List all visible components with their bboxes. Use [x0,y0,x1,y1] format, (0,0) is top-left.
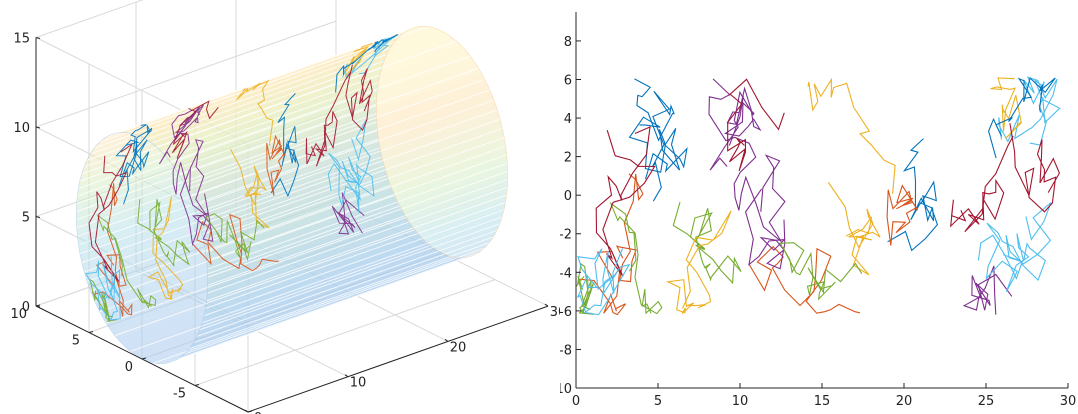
series-line-3d [270,93,300,198]
series-line [748,245,861,314]
series-line [609,201,663,315]
series-line [886,184,919,246]
series-line [727,78,785,172]
series-line-3d [236,79,274,146]
series-line-3d [89,278,118,323]
series-line-3d [171,100,219,159]
series-line [672,201,742,285]
series-line [988,77,1056,159]
x-axis-line [247,305,549,413]
z-tick-label: 0 [22,300,30,315]
y-tick-label: 8 [564,35,572,50]
series-line [615,173,644,283]
x-tick-label: 15 [814,394,831,409]
y-tick-mark [194,384,200,386]
x-tick-mark [444,338,449,342]
z-tick-mark [35,37,41,39]
series-line [1009,123,1061,213]
series-line-3d [205,213,265,261]
series-line-3d [85,256,121,321]
series-line-3d [96,214,157,309]
series-line [577,248,631,316]
series-line [778,242,863,301]
cylinder-surface [75,26,509,365]
y-tick-label: -8 [560,343,572,358]
series-line [962,265,1013,315]
series-line [827,181,881,276]
x-tick-label: 0 [572,394,580,409]
series-line-3d [171,107,207,216]
series-line-3d [266,134,286,196]
z-tick-label: 15 [13,32,30,47]
unwrapped-2d-plot: 0 5 10 15 20 25 30 -10 -8 -6 -4 -2 0 2 4 6 8 [560,12,1077,409]
series-line-3d [147,196,184,301]
series-line [575,262,595,315]
series-line [887,138,939,252]
x-tick-label: 10 [350,376,367,391]
x-tick-label: 20 [896,394,913,409]
y-tick-label: -2 [560,228,572,243]
series-line-3d [192,213,279,272]
y-tick-mark [247,410,253,413]
series-line-3d [335,33,398,93]
series-line-3d [137,198,191,267]
series-line [634,78,688,180]
series-line [990,77,1023,139]
x-tick-label: 5 [654,394,662,409]
y-tick-label: 6 [564,73,572,88]
series-line [807,77,896,194]
y-tick-mark [88,331,94,333]
x-tick-label: 20 [450,340,467,355]
y-tick-label: 2 [564,151,572,166]
y-tick-label: 0 [564,189,572,204]
series-line-3d [106,183,127,287]
x-tick-label: 25 [978,394,995,409]
series-line [665,210,732,314]
y-tick-label: -10 [560,382,572,397]
z-tick-label: 10 [13,121,30,136]
y-tick-label: -6 [560,305,572,320]
y-tick-label: 5 [72,334,80,349]
x-tick-label: 30 [1060,394,1077,409]
plot2d-series-group [575,76,1061,316]
z-tick-mark [35,126,41,129]
series-line [985,222,1046,292]
series-line-3d [328,152,375,213]
series-line [709,86,762,171]
x-tick-label: 30 [550,305,560,320]
x-tick-mark [544,303,549,307]
y-tick-label: 4 [564,112,572,127]
z-tick-mark [35,216,41,218]
series-line [949,135,1014,233]
y-tick-mark [141,357,147,360]
series-line [595,126,656,277]
series-line [998,76,1061,146]
z-tick-label: 5 [22,211,30,226]
y-tick-label: 0 [125,360,133,375]
y-tick-label: 10 [10,307,27,322]
series-line-3d [327,119,371,202]
series-line [708,78,786,242]
z-tick-mark [35,305,41,308]
x-tick-mark [244,409,249,413]
y-tick-label: -5 [173,387,186,402]
x-tick-label: 10 [732,394,749,409]
series-line-3d [305,72,352,167]
series-line-3d [118,124,153,186]
series-line-3d [331,192,365,235]
series-line-3d [345,64,373,131]
x-tick-label: 0 [254,411,262,414]
series-line [977,202,1052,280]
y-tick-label: -4 [560,266,572,281]
x-tick-mark [344,374,349,378]
series-line [744,188,786,270]
series-line-3d [179,169,214,247]
series-line-3d [230,148,270,229]
3d-series-group [85,33,399,323]
